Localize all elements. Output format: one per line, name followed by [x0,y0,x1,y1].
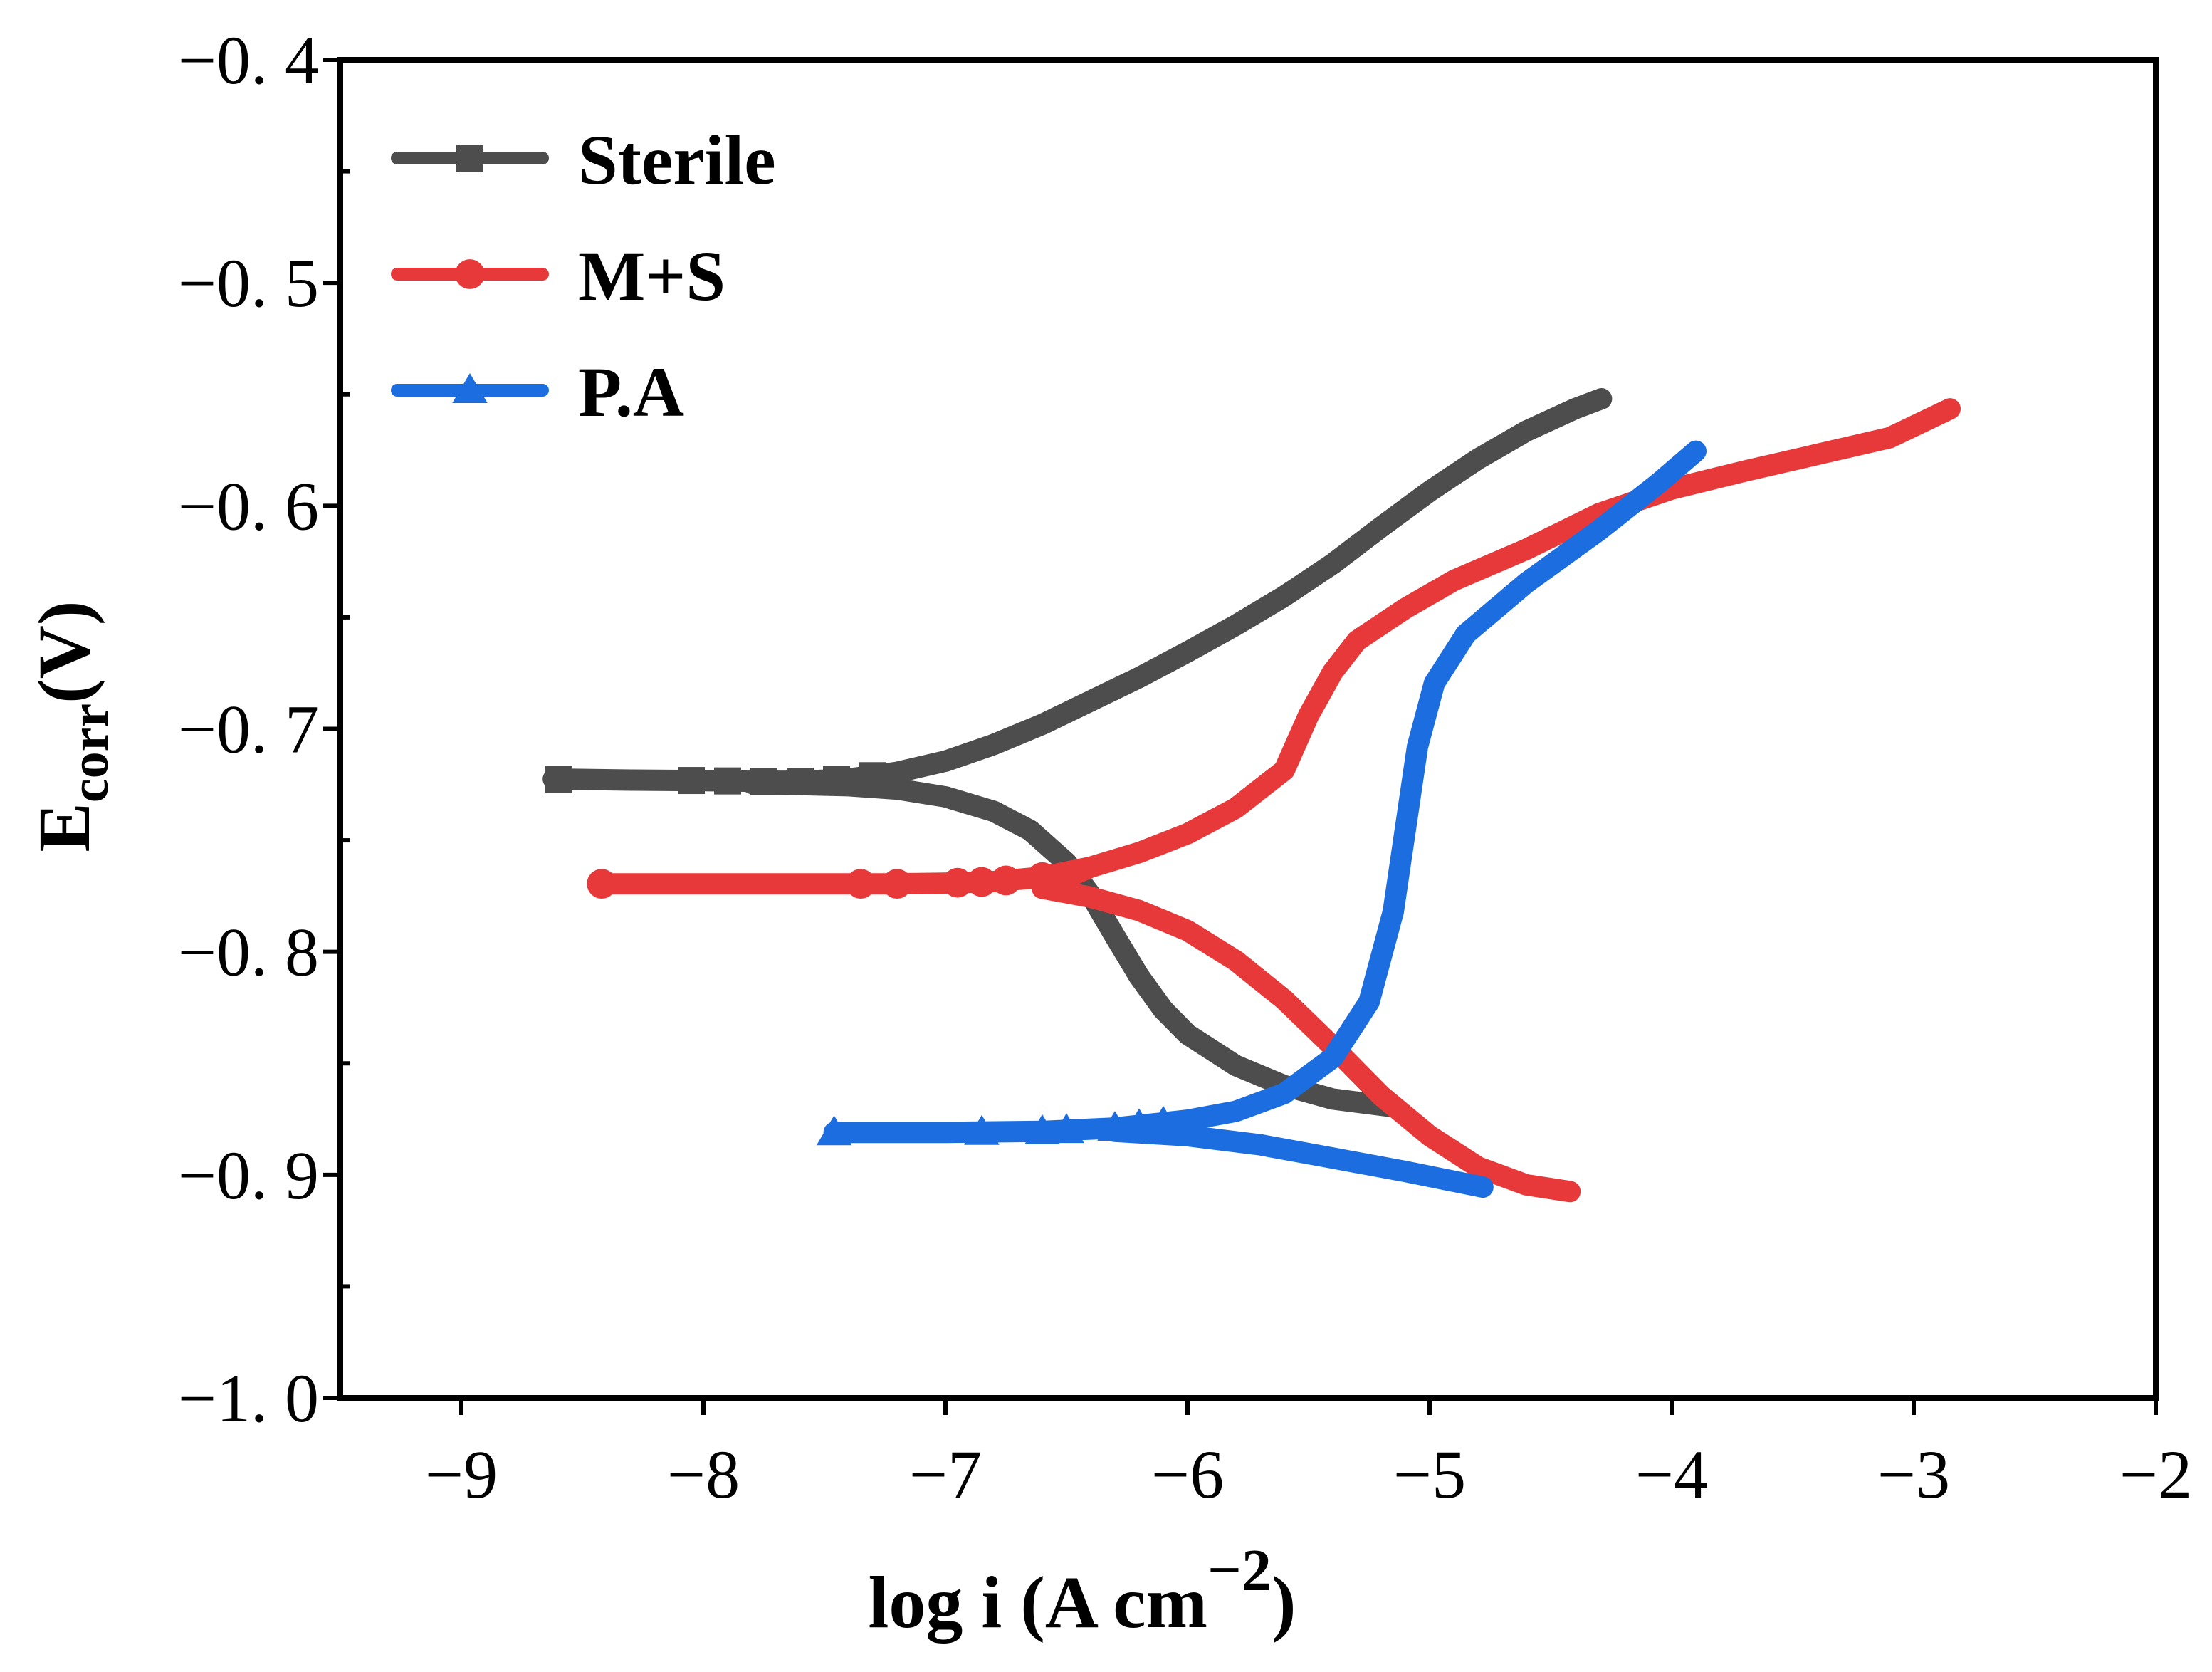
data-point-marker [1097,1111,1133,1141]
data-point-marker [787,768,814,795]
series-p-a [816,440,1707,1198]
x-tick-label: −7 [909,1436,982,1512]
y-tick-label: −1. 0 [178,1360,319,1436]
legend-entry: P.A [391,352,684,432]
plot-frame [337,57,2159,1401]
data-point-marker [545,766,572,793]
legend-entry: Sterile [391,120,776,199]
data-point-marker [1121,1108,1157,1139]
y-tick-label: −0. 4 [178,22,319,98]
series-line [823,440,1707,1198]
x-tick-label: −2 [2119,1436,2192,1512]
x-axis-title-superscript: −2 [1207,1537,1272,1604]
y-tick-label: −0. 6 [178,468,319,544]
legend: Sterile M+S P.A [391,120,776,432]
y-axis-title-tail: (V) [23,601,105,704]
x-tick-label: −3 [1877,1436,1950,1512]
x-axis-title-main: log i (A cm [868,1562,1207,1644]
x-tick-label: −8 [667,1436,740,1512]
data-point-marker [1146,1105,1181,1136]
data-point-marker [846,869,876,899]
legend-marker [456,145,483,172]
legend-label: P.A [578,352,684,432]
data-point-marker [967,867,997,897]
y-tick-label: −0. 9 [178,1137,319,1213]
legend-marker [452,373,488,403]
data-point-marker [1049,1113,1084,1144]
data-point-marker [1024,1114,1060,1144]
series-m-s [587,398,1961,1203]
data-point-marker [816,1115,852,1146]
y-tick-label: −0. 7 [178,691,319,768]
data-point-marker [943,867,973,898]
legend-label: Sterile [578,120,776,199]
x-axis-title-close: ) [1272,1562,1296,1644]
x-tick-label: −6 [1151,1436,1224,1512]
y-axis-title-main: E [23,803,105,852]
data-point-marker [859,762,886,790]
tick-label-layer: −9 −8 −7 −6 −5 −4 −3 −2 −0. 4 −0. 5 −0. 6 −0. 7 −0. … [178,22,2192,1512]
x-axis-title: log i (A cm−2) [868,1537,1296,1644]
x-tick-label: −4 [1635,1436,1708,1512]
data-point-marker [587,869,617,899]
legend-marker [455,259,485,289]
data-point-marker [678,767,705,795]
data-point-marker [964,1114,1000,1145]
series-layer [542,388,1961,1203]
y-axis-title: Ecorr(V) [23,601,120,852]
y-tick-label: −0. 8 [178,914,319,991]
legend-entry: M+S [391,236,725,315]
data-point-marker [750,768,777,795]
legend-label: M+S [578,236,725,315]
data-point-marker [823,766,850,793]
y-tick-label: −0. 5 [178,245,319,321]
x-tick-label: −5 [1393,1436,1466,1512]
data-point-marker [991,865,1021,896]
data-point-marker [714,767,741,795]
y-axis-title-subscript: corr [60,704,120,803]
x-tick-label: −9 [425,1436,498,1512]
data-point-marker [882,869,912,899]
data-point-marker [1027,862,1057,892]
series-line [591,398,1961,1203]
